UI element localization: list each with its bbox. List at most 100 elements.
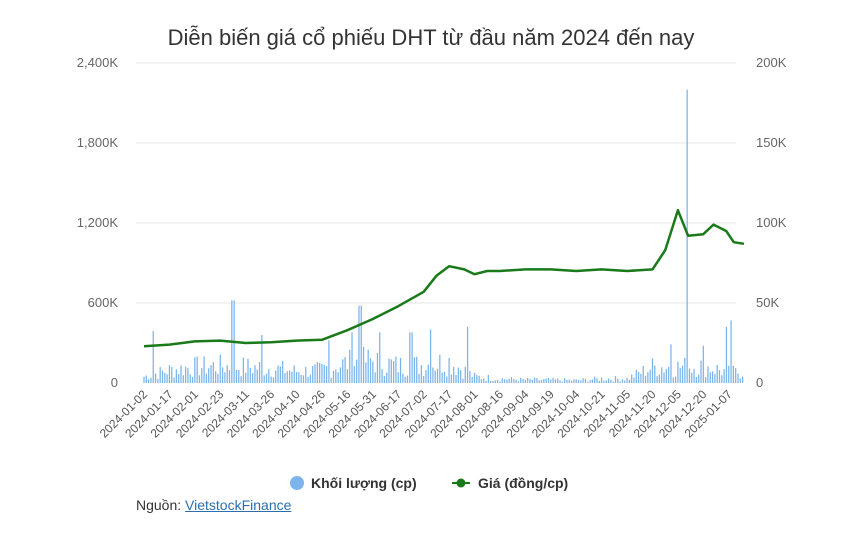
volume-bar [672,377,674,383]
volume-bar [224,372,226,383]
left-tick-label: 0 [111,375,118,390]
source-label: Nguồn: [136,497,182,513]
volume-bar [723,369,725,383]
volume-bar [716,365,718,383]
volume-bar [570,380,573,383]
volume-bar [210,365,212,383]
volume-bar [272,377,275,383]
volume-bar [554,379,557,383]
volume-bar [547,377,550,383]
volume-bar [619,381,621,383]
volume-bar [621,379,624,383]
chart-title: Diễn biến giá cổ phiếu DHT từ đầu năm 20… [168,25,695,50]
volume-bar [455,375,457,383]
volume-bar [314,364,316,383]
left-tick-label: 1,800K [77,135,119,150]
volume-bar [446,376,448,383]
right-tick-label: 0 [756,375,763,390]
volume-bar [529,379,531,383]
volume-bar [319,362,321,383]
volume-bar [607,378,610,383]
volume-bar [432,367,434,383]
volume-bar [721,375,723,383]
volume-bar [642,365,644,383]
volume-bar [309,374,312,383]
volume-bar [466,327,469,383]
legend-price-marker [456,478,466,488]
volume-bar [732,365,735,383]
volume-bar [649,369,651,383]
volume-bar [637,372,640,383]
volume-bar [406,375,409,383]
volume-bar [483,378,485,383]
volume-bar [533,377,536,383]
volume-bar [651,358,654,383]
volume-bar [605,380,607,383]
volume-bar [473,372,476,383]
volume-bar [490,380,492,383]
volume-bar [203,356,205,383]
volume-bar [487,375,490,383]
volume-bar [494,380,496,383]
volume-bar [589,380,591,383]
volume-bar [395,356,397,383]
legend: Khối lượng (cp) Giá (đồng/cp) [290,475,568,491]
source-note: Nguồn: VietstockFinance [136,497,291,513]
volume-bar [191,377,194,383]
volume-bar [154,373,157,383]
volume-bar [591,379,594,383]
volume-bar [691,372,693,383]
volume-bar [668,366,670,383]
legend-item-price[interactable]: Giá (đồng/cp) [452,475,568,491]
volume-bar [679,367,681,383]
volume-bar [288,370,291,383]
source-link[interactable]: VietstockFinance [185,497,292,513]
volume-bar [633,377,635,383]
volume-bar [247,358,249,383]
volume-bar [524,379,526,383]
volume-bar [270,376,272,383]
volume-bars [143,89,744,384]
volume-bar [383,376,386,383]
volume-bar [358,305,360,383]
price-line [143,208,745,348]
volume-bar [402,373,404,383]
right-tick-label: 150K [756,135,787,150]
gridlines [136,62,736,304]
volume-bar [515,379,517,383]
volume-bar [536,378,538,383]
volume-bar [617,378,619,383]
volume-bar [298,372,300,383]
volume-bar [420,365,422,383]
volume-bar [323,364,325,383]
volume-bar [332,370,335,383]
volume-bar [677,361,679,383]
volume-bar [443,371,446,383]
volume-bar [337,372,339,383]
volume-bar [603,380,605,383]
volume-bar [626,377,628,383]
volume-bar [282,361,284,383]
volume-bar [631,374,633,383]
volume-bar [501,378,503,383]
volume-bar [286,371,288,383]
legend-item-volume[interactable]: Khối lượng (cp) [290,475,417,491]
volume-bar [277,365,279,383]
volume-bar [654,365,656,383]
volume-bar [330,377,332,383]
volume-bar [300,374,302,383]
volume-bar [312,366,314,383]
volume-bar [568,379,570,383]
right-tick-label: 200K [756,55,787,70]
volume-bar [381,369,383,383]
right-axis: 0 50K 100K 150K 200K [756,55,787,390]
volume-bar [566,379,568,383]
volume-bar [434,370,436,383]
volume-bar [688,368,691,383]
volume-bar [152,331,154,383]
volume-bar [376,352,379,383]
volume-bar [709,372,711,383]
volume-bar [284,372,286,383]
volume-bar [741,376,744,383]
